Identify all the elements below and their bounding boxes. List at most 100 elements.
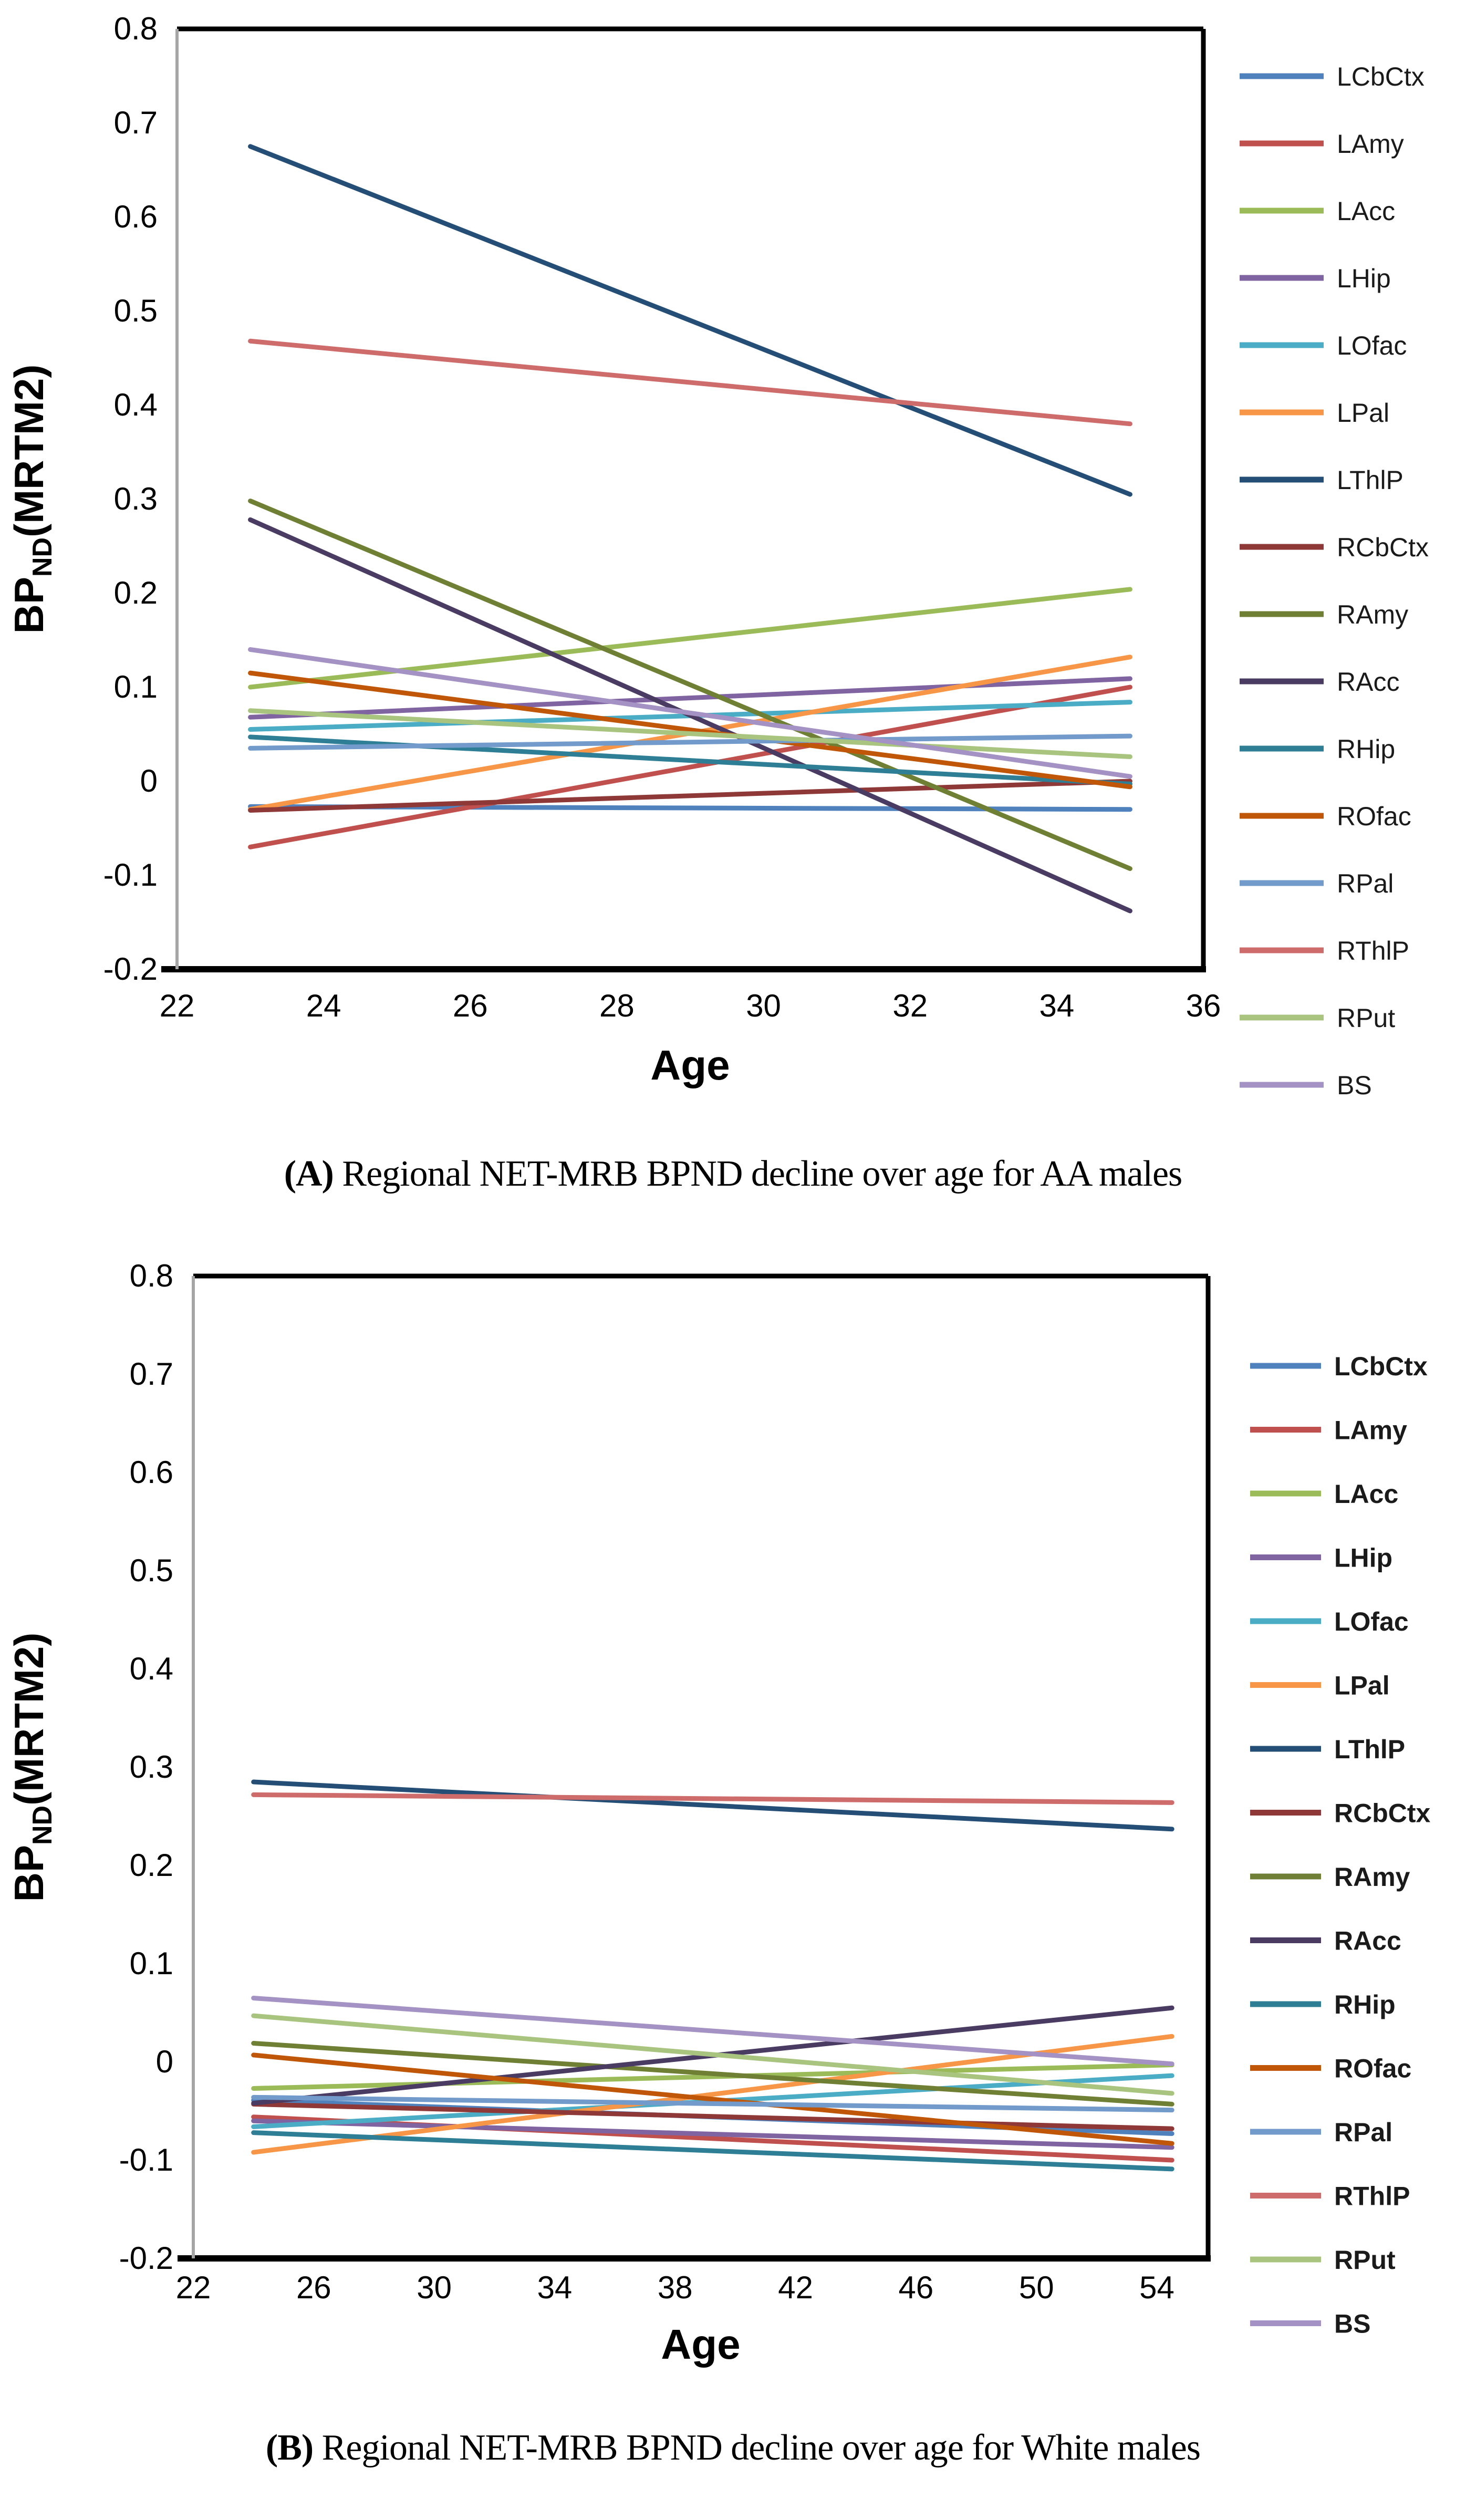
legend-item: LPal — [1250, 1671, 1390, 1700]
legend-label-RAmy: RAmy — [1334, 1862, 1410, 1892]
series-line-ROfac — [248, 670, 1132, 790]
legend-item: LOfac — [1240, 331, 1407, 360]
legend-label-RCbCtx: RCbCtx — [1334, 1799, 1431, 1828]
legend-label-LOfac: LOfac — [1334, 1607, 1409, 1636]
caption-b: (B) Regional NET-MRB BPND decline over a… — [0, 2427, 1466, 2469]
chart-panel-b: 0.8 0.7 0.6 0.5 0.4 0.3 0.2 0.1 0 -0.1 -0.222 26 30 3… — [6, 1258, 1431, 2368]
caption-a: (A) Regional NET-MRB BPND decline over a… — [0, 1153, 1466, 1195]
legend-item: LAmy — [1240, 129, 1404, 159]
legend-label-LCbCtx: LCbCtx — [1337, 62, 1425, 91]
legend-label-RThlP: RThlP — [1337, 936, 1409, 966]
legend-label-LPal: LPal — [1334, 1671, 1390, 1700]
legend-item: LAmy — [1250, 1416, 1407, 1445]
y-tick-label: 0.3 — [130, 1749, 173, 1785]
legend-label-LOfac: LOfac — [1337, 331, 1407, 360]
y-tick-label: 0.8 — [130, 1258, 173, 1293]
series-line-RPal — [251, 2094, 1174, 2113]
legend-label-LAcc: LAcc — [1337, 196, 1395, 226]
x-tick-label: 54 — [1139, 2270, 1174, 2305]
legend-item: RPal — [1240, 869, 1394, 898]
series-line-RPut — [248, 708, 1132, 759]
series-line-LHip — [251, 2118, 1174, 2150]
y-tick-label: 0.6 — [130, 1455, 173, 1490]
series-line-RThlP — [251, 1792, 1174, 1805]
y-tick-label: -0.2 — [103, 951, 158, 987]
legend-item: LOfac — [1250, 1607, 1409, 1636]
legend-item: LPal — [1240, 398, 1389, 428]
legend-label-RThlP: RThlP — [1334, 2182, 1410, 2211]
legend-label-LAmy: LAmy — [1334, 1416, 1407, 1445]
x-tick-label: 50 — [1019, 2270, 1054, 2305]
y-tick-label: 0.1 — [114, 669, 158, 704]
legend-item: RHip — [1250, 1990, 1396, 2019]
legend-label-LHip: LHip — [1337, 264, 1391, 293]
caption-a-text: Regional NET-MRB BPND decline over age f… — [333, 1154, 1182, 1194]
series-line-RHip — [251, 2130, 1174, 2172]
legend-item: LThlP — [1250, 1735, 1405, 1764]
x-tick-label: 28 — [599, 988, 635, 1023]
x-tick-label: 30 — [746, 988, 781, 1023]
legend-item: RAmy — [1250, 1862, 1410, 1892]
y-axis-title: BPND(MRTM2) — [6, 1633, 58, 1902]
series-line-LThlP — [251, 1779, 1174, 1832]
series-line-LAcc — [251, 2062, 1174, 2091]
series-line-BS — [251, 1995, 1174, 2067]
x-axis-title: Age — [661, 2321, 740, 2368]
y-tick-label: -0.2 — [119, 2241, 173, 2276]
x-tick-label: 30 — [417, 2270, 452, 2305]
y-tick-label: 0.4 — [114, 387, 158, 422]
legend-label-ROfac: ROfac — [1334, 2054, 1411, 2083]
y-tick-label: 0.1 — [130, 1946, 173, 1981]
series-line-RAmy — [251, 2040, 1174, 2107]
series-line-LAcc — [248, 587, 1132, 690]
x-tick-label: 24 — [306, 988, 341, 1023]
legend-item: LThlP — [1240, 465, 1403, 495]
caption-b-label: (B) — [265, 2428, 314, 2468]
caption-b-text: Regional NET-MRB BPND decline over age f… — [313, 2428, 1201, 2468]
y-tick-label: 0.7 — [130, 1356, 173, 1392]
legend-label-LThlP: LThlP — [1334, 1735, 1405, 1764]
legend-item: LAcc — [1250, 1479, 1398, 1509]
x-tick-label: 22 — [176, 2270, 211, 2305]
legend-label-RAcc: RAcc — [1334, 1926, 1401, 1956]
legend-item: LCbCtx — [1250, 1352, 1428, 1381]
y-tick-label: 0.8 — [114, 11, 158, 46]
y-tick-label: -0.1 — [119, 2142, 173, 2177]
legend-item: RHip — [1240, 734, 1395, 764]
legend-item: RThlP — [1250, 2182, 1410, 2211]
legend-item: LHip — [1250, 1543, 1392, 1573]
legend-label-LAcc: LAcc — [1334, 1479, 1398, 1509]
x-tick-label: 26 — [453, 988, 488, 1023]
legend-label-RPal: RPal — [1334, 2118, 1392, 2147]
y-tick-label: 0.2 — [130, 1848, 173, 1883]
legend-label-BS: BS — [1334, 2309, 1370, 2339]
legend-item: RCbCtx — [1240, 533, 1429, 562]
y-tick-label: 0.2 — [114, 575, 158, 610]
x-tick-label: 38 — [658, 2270, 693, 2305]
y-tick-label: 0 — [156, 2044, 173, 2079]
chart-panel-a: 0.8 0.7 0.6 0.5 0.4 0.3 0.2 0.1 0 -0.1 -0.222 24 26 2… — [6, 11, 1429, 1100]
legend-item: ROfac — [1250, 2054, 1411, 2083]
x-tick-label: 26 — [296, 2270, 331, 2305]
y-tick-label: 0.5 — [114, 293, 158, 328]
legend-item: RPut — [1250, 2245, 1396, 2275]
y-tick-label: 0.3 — [114, 481, 158, 516]
series-line-LHip — [248, 676, 1132, 720]
x-tick-label: 46 — [899, 2270, 934, 2305]
legend-label-LHip: LHip — [1334, 1543, 1392, 1573]
legend-item: RAcc — [1240, 667, 1399, 697]
x-tick-label: 42 — [778, 2270, 813, 2305]
legend-item: RThlP — [1240, 936, 1409, 966]
legend-label-RHip: RHip — [1337, 734, 1395, 764]
series-line-RCbCtx — [251, 2101, 1174, 2131]
caption-a-label: (A) — [284, 1154, 334, 1194]
series-line-ROfac — [251, 2052, 1174, 2146]
x-tick-label: 32 — [892, 988, 928, 1023]
x-tick-label: 34 — [537, 2270, 573, 2305]
y-tick-label: 0.7 — [114, 105, 158, 140]
legend-label-ROfac: ROfac — [1337, 802, 1411, 831]
x-tick-label: 36 — [1186, 988, 1221, 1023]
legend-item: RPal — [1250, 2118, 1392, 2147]
y-tick-label: 0.4 — [130, 1651, 173, 1686]
